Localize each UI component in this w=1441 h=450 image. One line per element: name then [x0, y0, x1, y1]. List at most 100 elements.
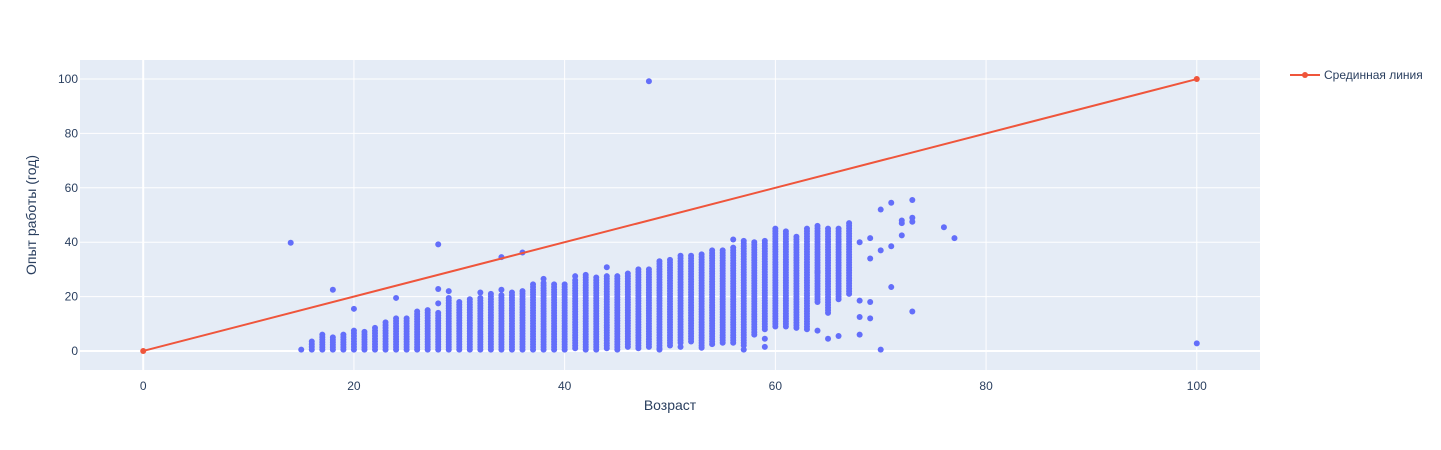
- scatter-point: [435, 309, 442, 316]
- scatter-point: [909, 214, 916, 221]
- scatter-point: [614, 273, 621, 280]
- scatter-point: [603, 264, 610, 271]
- scatter-point: [393, 315, 400, 322]
- scatter-point: [551, 281, 558, 288]
- scatter-point: [677, 343, 684, 350]
- scatter-point: [435, 285, 442, 292]
- scatter-point: [698, 344, 705, 351]
- y-tick-label: 0: [71, 344, 78, 358]
- scatter-point: [340, 331, 347, 338]
- scatter-point: [740, 237, 747, 244]
- scatter-point: [456, 299, 463, 306]
- scatter-point: [424, 307, 431, 314]
- scatter-point: [688, 252, 695, 259]
- scatter-point: [445, 294, 452, 301]
- scatter-point: [888, 243, 895, 250]
- scatter-point: [751, 239, 758, 246]
- scatter-point: [624, 270, 631, 277]
- scatter-point: [361, 328, 368, 335]
- scatter-point: [888, 284, 895, 291]
- scatter-point: [772, 225, 779, 232]
- scatter-point: [698, 251, 705, 258]
- scatter-point: [877, 247, 884, 254]
- scatter-point: [825, 225, 832, 232]
- scatter-point: [677, 252, 684, 259]
- scatter-point: [435, 300, 442, 307]
- scatter-point: [877, 206, 884, 213]
- scatter-point: [540, 275, 547, 282]
- legend-marker: [1302, 72, 1308, 78]
- scatter-point: [582, 271, 589, 278]
- scatter-point: [814, 327, 821, 334]
- scatter-point: [572, 273, 579, 280]
- scatter-point: [856, 313, 863, 320]
- scatter-point: [898, 232, 905, 239]
- x-tick-label: 60: [769, 379, 783, 393]
- scatter-point: [593, 274, 600, 281]
- scatter-point: [825, 335, 832, 342]
- median-line: [142, 78, 1198, 352]
- x-tick-label: 0: [140, 379, 147, 393]
- y-tick-label: 40: [65, 235, 79, 249]
- scatter-point: [709, 247, 716, 254]
- scatter-point: [888, 199, 895, 206]
- scatter-point: [329, 286, 336, 293]
- y-axis-title: Опыт работы (год): [23, 155, 39, 275]
- scatter-point: [656, 258, 663, 265]
- scatter-point: [814, 269, 821, 276]
- scatter-point: [835, 225, 842, 232]
- scatter-point: [519, 288, 526, 295]
- y-tick-label: 100: [58, 72, 78, 86]
- gridlines: [80, 60, 1260, 370]
- scatter-point: [466, 296, 473, 303]
- legend[interactable]: Срединная линия: [1290, 68, 1423, 82]
- scatter-point: [940, 224, 947, 231]
- scatter-point: [477, 289, 484, 296]
- scatter-point: [867, 235, 874, 242]
- scatter-point: [856, 297, 863, 304]
- median-line-series: [140, 76, 1200, 354]
- scatter-point: [867, 315, 874, 322]
- scatter-point: [719, 247, 726, 254]
- median-line-point: [1193, 76, 1200, 83]
- x-tick-label: 80: [979, 379, 993, 393]
- scatter-point: [761, 335, 768, 342]
- scatter-point: [635, 266, 642, 273]
- scatter-point: [782, 228, 789, 235]
- scatter-point: [867, 255, 874, 262]
- y-tick-label: 80: [65, 126, 79, 140]
- scatter-point: [382, 319, 389, 326]
- scatter-point: [298, 346, 305, 353]
- scatter-point: [814, 222, 821, 229]
- scatter-point: [877, 346, 884, 353]
- scatter-point: [530, 281, 537, 288]
- scatter-point: [435, 241, 442, 248]
- scatter-point: [403, 315, 410, 322]
- x-tick-label: 20: [347, 379, 361, 393]
- x-tick-label: 40: [558, 379, 572, 393]
- scatter-point: [730, 236, 737, 243]
- scatter-point: [393, 294, 400, 301]
- scatter-point: [909, 308, 916, 315]
- median-line-point: [140, 347, 147, 354]
- scatter-point: [667, 256, 673, 263]
- scatter-point: [761, 237, 768, 244]
- scatter-point: [856, 239, 863, 246]
- scatter-point: [730, 244, 737, 251]
- scatter-point: [508, 289, 515, 296]
- legend-label: Срединная линия: [1324, 68, 1423, 82]
- scatter-point: [287, 239, 294, 246]
- scatter-point: [835, 333, 842, 340]
- scatter-point: [856, 331, 863, 338]
- scatter-point: [308, 338, 315, 345]
- y-tick-label: 20: [65, 290, 79, 304]
- scatter-point: [867, 299, 874, 306]
- scatter-point: [793, 233, 800, 240]
- scatter-point: [561, 281, 568, 288]
- scatter-point: [645, 266, 652, 273]
- scatter-point: [319, 331, 326, 338]
- x-tick-label: 100: [1187, 379, 1207, 393]
- scatter-point: [372, 324, 378, 331]
- scatter-point: [498, 286, 505, 293]
